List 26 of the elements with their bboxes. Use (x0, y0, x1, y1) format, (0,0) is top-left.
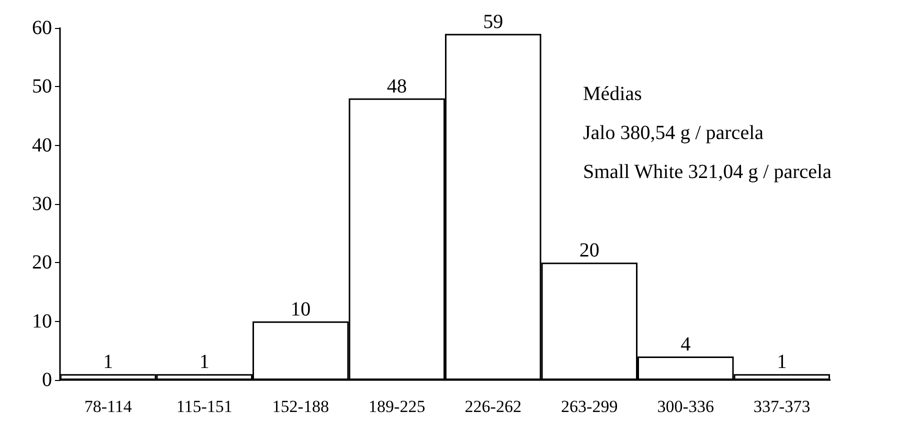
y-tick-label: 20 (32, 252, 52, 274)
data-label: 48 (386, 75, 407, 98)
x-tick-label: 115-151 (176, 397, 232, 416)
annotation: Jalo 380,54 g / parcela (583, 122, 764, 144)
data-label: 1 (103, 351, 114, 374)
data-label: 59 (483, 10, 504, 33)
x-tick-label: 300-336 (657, 397, 714, 416)
x-tick-label: 189-225 (368, 397, 426, 416)
y-tick-label: 50 (32, 76, 52, 98)
y-tick-label: 30 (32, 193, 52, 215)
annotation: Small White 321,04 g / parcela (583, 161, 832, 183)
data-label: 4 (680, 334, 691, 356)
data-label: 1 (199, 351, 210, 374)
y-tick-label: 40 (32, 134, 52, 156)
x-tick-label: 337-373 (754, 397, 810, 416)
x-tick-label: 226-262 (464, 397, 522, 416)
y-tick-label: 10 (32, 310, 52, 332)
x-tick-label: 263-299 (561, 397, 618, 416)
y-tick-label: 0 (42, 369, 52, 391)
data-label: 10 (290, 298, 311, 320)
x-tick-label: 152-188 (272, 397, 329, 416)
data-label: 1 (776, 351, 787, 374)
data-label: 20 (579, 240, 600, 262)
annotation: Médias (583, 83, 642, 105)
y-tick-label: 60 (32, 17, 52, 39)
x-tick-label: 78-114 (84, 397, 132, 416)
